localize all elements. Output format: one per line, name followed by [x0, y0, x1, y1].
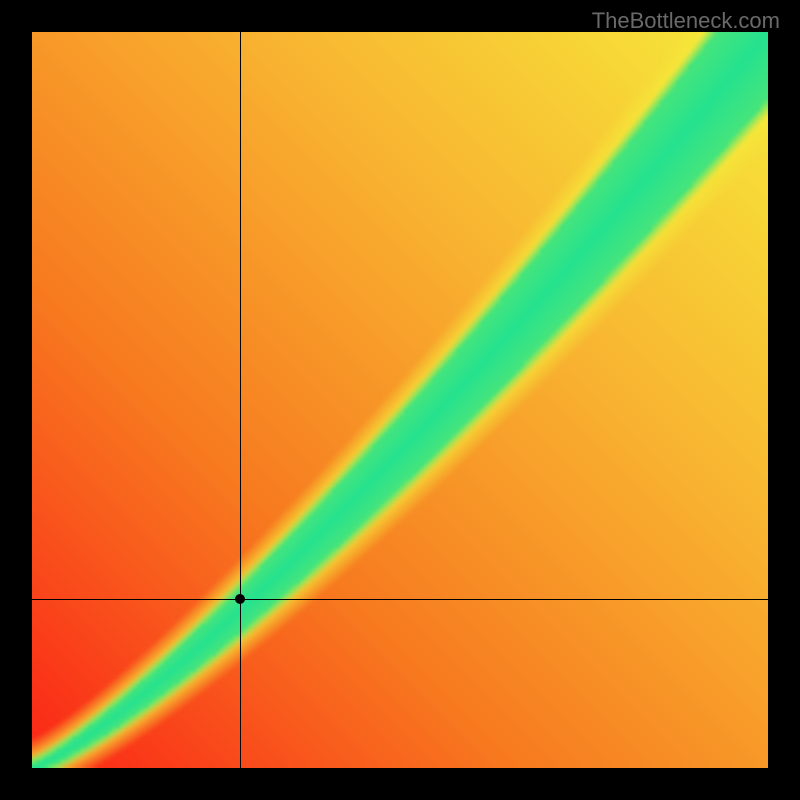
heatmap-canvas — [32, 32, 768, 768]
crosshair-marker-dot — [235, 594, 245, 604]
watermark-text: TheBottleneck.com — [592, 8, 780, 34]
bottleneck-heatmap — [32, 32, 768, 768]
crosshair-vertical — [240, 32, 241, 768]
crosshair-horizontal — [32, 599, 768, 600]
